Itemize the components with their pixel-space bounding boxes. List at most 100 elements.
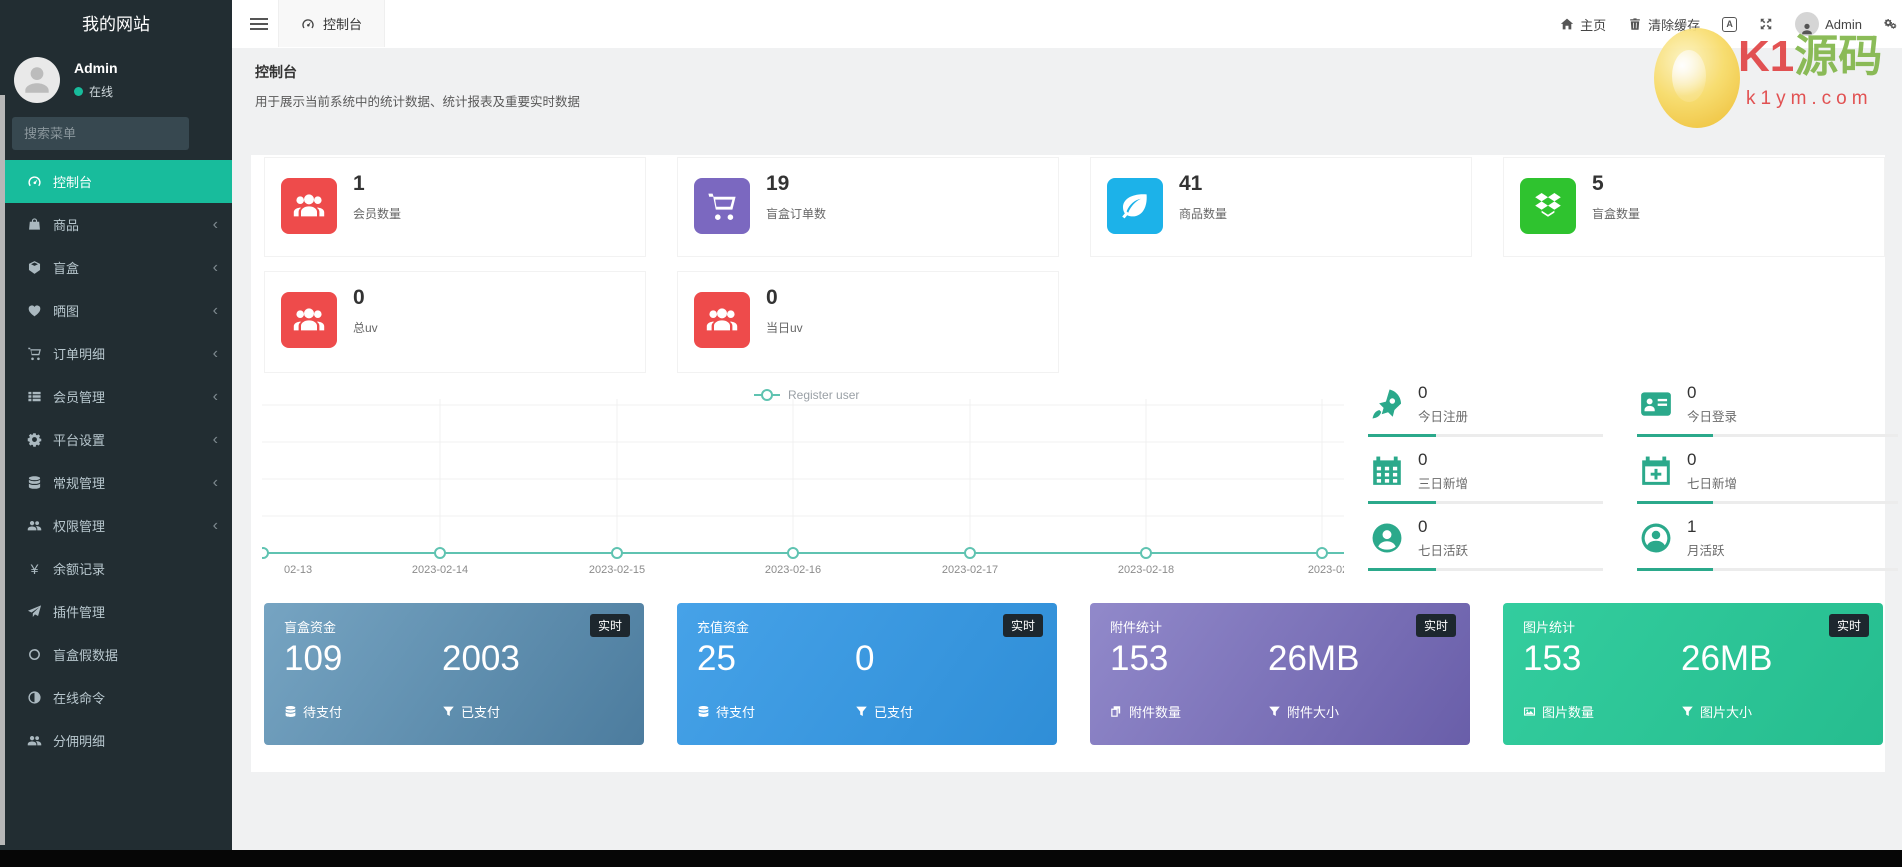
page-subtitle: 用于展示当前系统中的统计数据、统计报表及重要实时数据 bbox=[255, 95, 581, 109]
user-status: 在线 bbox=[74, 83, 118, 100]
calendar-plus-icon bbox=[1639, 454, 1673, 488]
sidebar-item-members[interactable]: 会员管理 bbox=[0, 375, 232, 418]
site-title: 我的网站 bbox=[82, 15, 150, 34]
sidebar-item-label: 权限管理 bbox=[53, 519, 106, 534]
metric-card-attachments: 附件统计 实时 153 26MB 附件数量 附件大小 bbox=[1090, 603, 1470, 745]
user-circle-outline-icon bbox=[1639, 521, 1673, 555]
legend-label: Register user bbox=[788, 388, 859, 402]
online-dot-icon bbox=[74, 87, 83, 96]
svg-text:2023-02-16: 2023-02-16 bbox=[765, 564, 821, 576]
sidebar-item-label: 余额记录 bbox=[53, 562, 106, 577]
language-button[interactable] bbox=[1722, 16, 1738, 32]
settings-button[interactable] bbox=[1884, 17, 1900, 31]
avatar bbox=[1795, 12, 1820, 36]
stat-tile-boxes: 5 盲盒数量 bbox=[1503, 157, 1885, 257]
card-title: 图片统计 bbox=[1523, 620, 1576, 635]
card-right-label: 已支付 bbox=[461, 705, 501, 720]
page-title: 控制台 bbox=[255, 64, 297, 80]
svg-text:2023-02: 2023-02 bbox=[1308, 564, 1344, 576]
clear-cache-button[interactable]: 清除缓存 bbox=[1628, 15, 1700, 34]
sidebar-item-general[interactable]: 常规管理 bbox=[0, 461, 232, 504]
fullscreen-button[interactable] bbox=[1759, 17, 1773, 31]
heart-icon bbox=[27, 303, 42, 318]
sidebar: 我的网站 Admin 在线 控制台 商品 盲盒 晒图 订单明细 会员管理 平台设… bbox=[0, 0, 232, 850]
home-label: 主页 bbox=[1580, 17, 1607, 33]
sidebar-item-photos[interactable]: 晒图 bbox=[0, 289, 232, 332]
sidebar-item-platform-settings[interactable]: 平台设置 bbox=[0, 418, 232, 461]
sidebar-item-online-command[interactable]: 在线命令 bbox=[0, 676, 232, 719]
card-left-value: 153 bbox=[1523, 639, 1582, 678]
mini-label: 今日登录 bbox=[1687, 410, 1738, 424]
stat-value: 1 bbox=[353, 172, 365, 195]
cart-icon bbox=[694, 178, 750, 234]
tab-dashboard[interactable]: 控制台 bbox=[278, 0, 386, 47]
mini-label: 七日活跃 bbox=[1418, 544, 1469, 558]
chevron-left-icon bbox=[213, 217, 218, 233]
filter-icon bbox=[442, 705, 455, 718]
stat-value: 0 bbox=[353, 286, 365, 309]
chevron-left-icon bbox=[213, 518, 218, 534]
sidebar-item-label: 盲盒假数据 bbox=[53, 648, 119, 663]
mini-value: 0 bbox=[1418, 517, 1428, 536]
mini-label: 七日新增 bbox=[1687, 477, 1738, 491]
user-group-icon bbox=[281, 292, 337, 348]
metric-card-blindbox-funds: 盲盒资金 实时 109 2003 待支付 已支付 bbox=[264, 603, 644, 745]
card-right-value: 26MB bbox=[1681, 639, 1773, 678]
card-left-label: 待支付 bbox=[303, 705, 343, 720]
topbar: 控制台 主页 清除缓存 Admin bbox=[232, 0, 1902, 48]
home-button[interactable]: 主页 bbox=[1560, 15, 1606, 34]
mini-value: 1 bbox=[1687, 517, 1697, 536]
stat-tile-box-orders: 19 盲盒订单数 bbox=[677, 157, 1059, 257]
x-axis-labels: 02-13 2023-02-14 2023-02-15 2023-02-16 2… bbox=[284, 564, 1348, 576]
stat-value: 41 bbox=[1179, 172, 1203, 195]
sidebar-item-label: 控制台 bbox=[53, 175, 93, 190]
card-right-label: 已支付 bbox=[874, 705, 914, 720]
sidebar-item-label: 商品 bbox=[53, 218, 80, 233]
user-status-label: 在线 bbox=[89, 85, 114, 99]
id-card-icon bbox=[1639, 387, 1673, 421]
sidebar-item-label: 订单明细 bbox=[53, 347, 106, 362]
sidebar-item-label: 晒图 bbox=[53, 304, 80, 319]
mini-stat-7day-new: 0 七日新增 bbox=[1637, 448, 1899, 510]
chevron-left-icon bbox=[213, 346, 218, 362]
sidebar-nav: 控制台 商品 盲盒 晒图 订单明细 会员管理 平台设置 常规管理 权限管理 ¥ 余… bbox=[0, 160, 232, 762]
mini-value: 0 bbox=[1687, 383, 1697, 402]
chart-legend[interactable]: Register user bbox=[754, 388, 859, 402]
sidebar-search bbox=[12, 117, 208, 150]
stat-label: 盲盒订单数 bbox=[766, 207, 827, 221]
card-title: 充值资金 bbox=[697, 620, 750, 635]
series-markers bbox=[257, 547, 1328, 559]
user-menu[interactable]: Admin bbox=[1795, 12, 1862, 36]
stat-value: 19 bbox=[766, 172, 790, 195]
card-left-value: 25 bbox=[697, 639, 736, 678]
search-input[interactable] bbox=[12, 126, 208, 141]
yen-icon: ¥ bbox=[30, 560, 39, 577]
mini-progress bbox=[1368, 434, 1603, 437]
sidebar-item-goods[interactable]: 商品 bbox=[0, 203, 232, 246]
svg-text:2023-02-14: 2023-02-14 bbox=[412, 564, 468, 576]
stat-value: 0 bbox=[766, 286, 778, 309]
sidebar-item-dashboard[interactable]: 控制台 bbox=[0, 160, 232, 203]
sidebar-item-blindbox[interactable]: 盲盒 bbox=[0, 246, 232, 289]
sidebar-item-commission[interactable]: 分佣明细 bbox=[0, 719, 232, 762]
svg-text:2023-02-18: 2023-02-18 bbox=[1118, 564, 1174, 576]
list-icon bbox=[27, 389, 42, 404]
sidebar-item-balance-log[interactable]: ¥ 余额记录 bbox=[0, 547, 232, 590]
window-bottom-bar bbox=[0, 850, 1902, 867]
card-left-label: 附件数量 bbox=[1129, 705, 1182, 720]
sidebar-item-fake-data[interactable]: 盲盒假数据 bbox=[0, 633, 232, 676]
mini-stat-3day-new: 0 三日新增 bbox=[1368, 448, 1608, 510]
language-icon bbox=[1722, 16, 1738, 32]
copy-icon bbox=[1110, 705, 1123, 718]
realtime-badge: 实时 bbox=[1415, 614, 1456, 637]
realtime-badge: 实时 bbox=[1002, 614, 1043, 637]
expand-icon bbox=[1759, 17, 1773, 31]
realtime-badge: 实时 bbox=[589, 614, 630, 637]
sidebar-item-permissions[interactable]: 权限管理 bbox=[0, 504, 232, 547]
sidebar-toggle-button[interactable] bbox=[250, 18, 268, 30]
mini-stat-month-active: 1 月活跃 bbox=[1637, 515, 1899, 577]
sidebar-item-plugins[interactable]: 插件管理 bbox=[0, 590, 232, 633]
dashboard-panel: 1 会员数量 19 盲盒订单数 41 商品数量 5 盲盒数量 0 总uv 0 当… bbox=[251, 155, 1898, 772]
gauge-icon bbox=[301, 17, 315, 31]
sidebar-item-orders[interactable]: 订单明细 bbox=[0, 332, 232, 375]
